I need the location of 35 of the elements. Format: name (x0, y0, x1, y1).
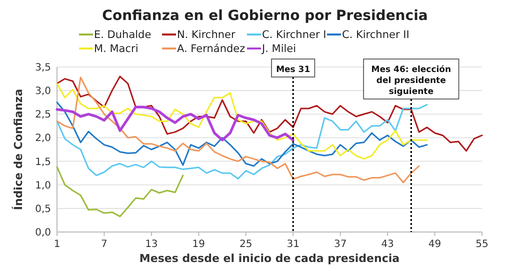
x-tick-label: 13 (145, 239, 158, 250)
line-series (56, 166, 184, 218)
y-tick-label: 1,0 (35, 180, 51, 192)
x-tick-label: 49 (428, 239, 442, 250)
x-tick-label: 55 (476, 239, 488, 250)
legend-label: J. Milei (261, 43, 296, 55)
line-series (56, 76, 483, 152)
y-tick-label: 3,0 (35, 86, 51, 98)
y-axis-title: Índice de Confianza (11, 88, 25, 210)
line-series (56, 102, 428, 167)
line-series (56, 106, 294, 142)
ref-line-label: Mes 31 (276, 65, 310, 75)
y-tick-label: 0,5 (35, 204, 51, 215)
legend-label: E. Duhalde (94, 29, 152, 41)
legend-label: M. Macri (94, 43, 138, 55)
x-tick-label: 7 (101, 239, 108, 250)
x-tick-label: 43 (381, 239, 394, 250)
chart-title: Confianza en el Gobierno por Presidencia (102, 8, 428, 24)
x-tick-label: 37 (334, 239, 347, 250)
legend-label: N. Kirchner (177, 29, 236, 41)
x-tick-label: 19 (192, 239, 206, 250)
line-series (56, 104, 428, 180)
x-axis-title: Meses desde el inicio de cada presidencia (139, 252, 400, 265)
y-tick-label: 2,5 (35, 110, 51, 121)
y-tick-label: 2,0 (35, 133, 51, 144)
legend-label: C. Kirchner I (262, 29, 326, 41)
ref-line-label: Mes 46: elección del presidente siguiente (371, 65, 452, 97)
x-tick-label: 1 (54, 239, 60, 250)
x-tick-label: 31 (286, 239, 300, 250)
y-tick-label: 3,5 (35, 62, 51, 74)
y-tick-label: 1,5 (35, 156, 51, 168)
x-tick-label: 25 (240, 239, 252, 250)
legend-label: A. Fernández (177, 43, 246, 55)
y-tick-label: 0,0 (35, 228, 51, 238)
legend-label: C. Kirchner II (342, 29, 410, 41)
